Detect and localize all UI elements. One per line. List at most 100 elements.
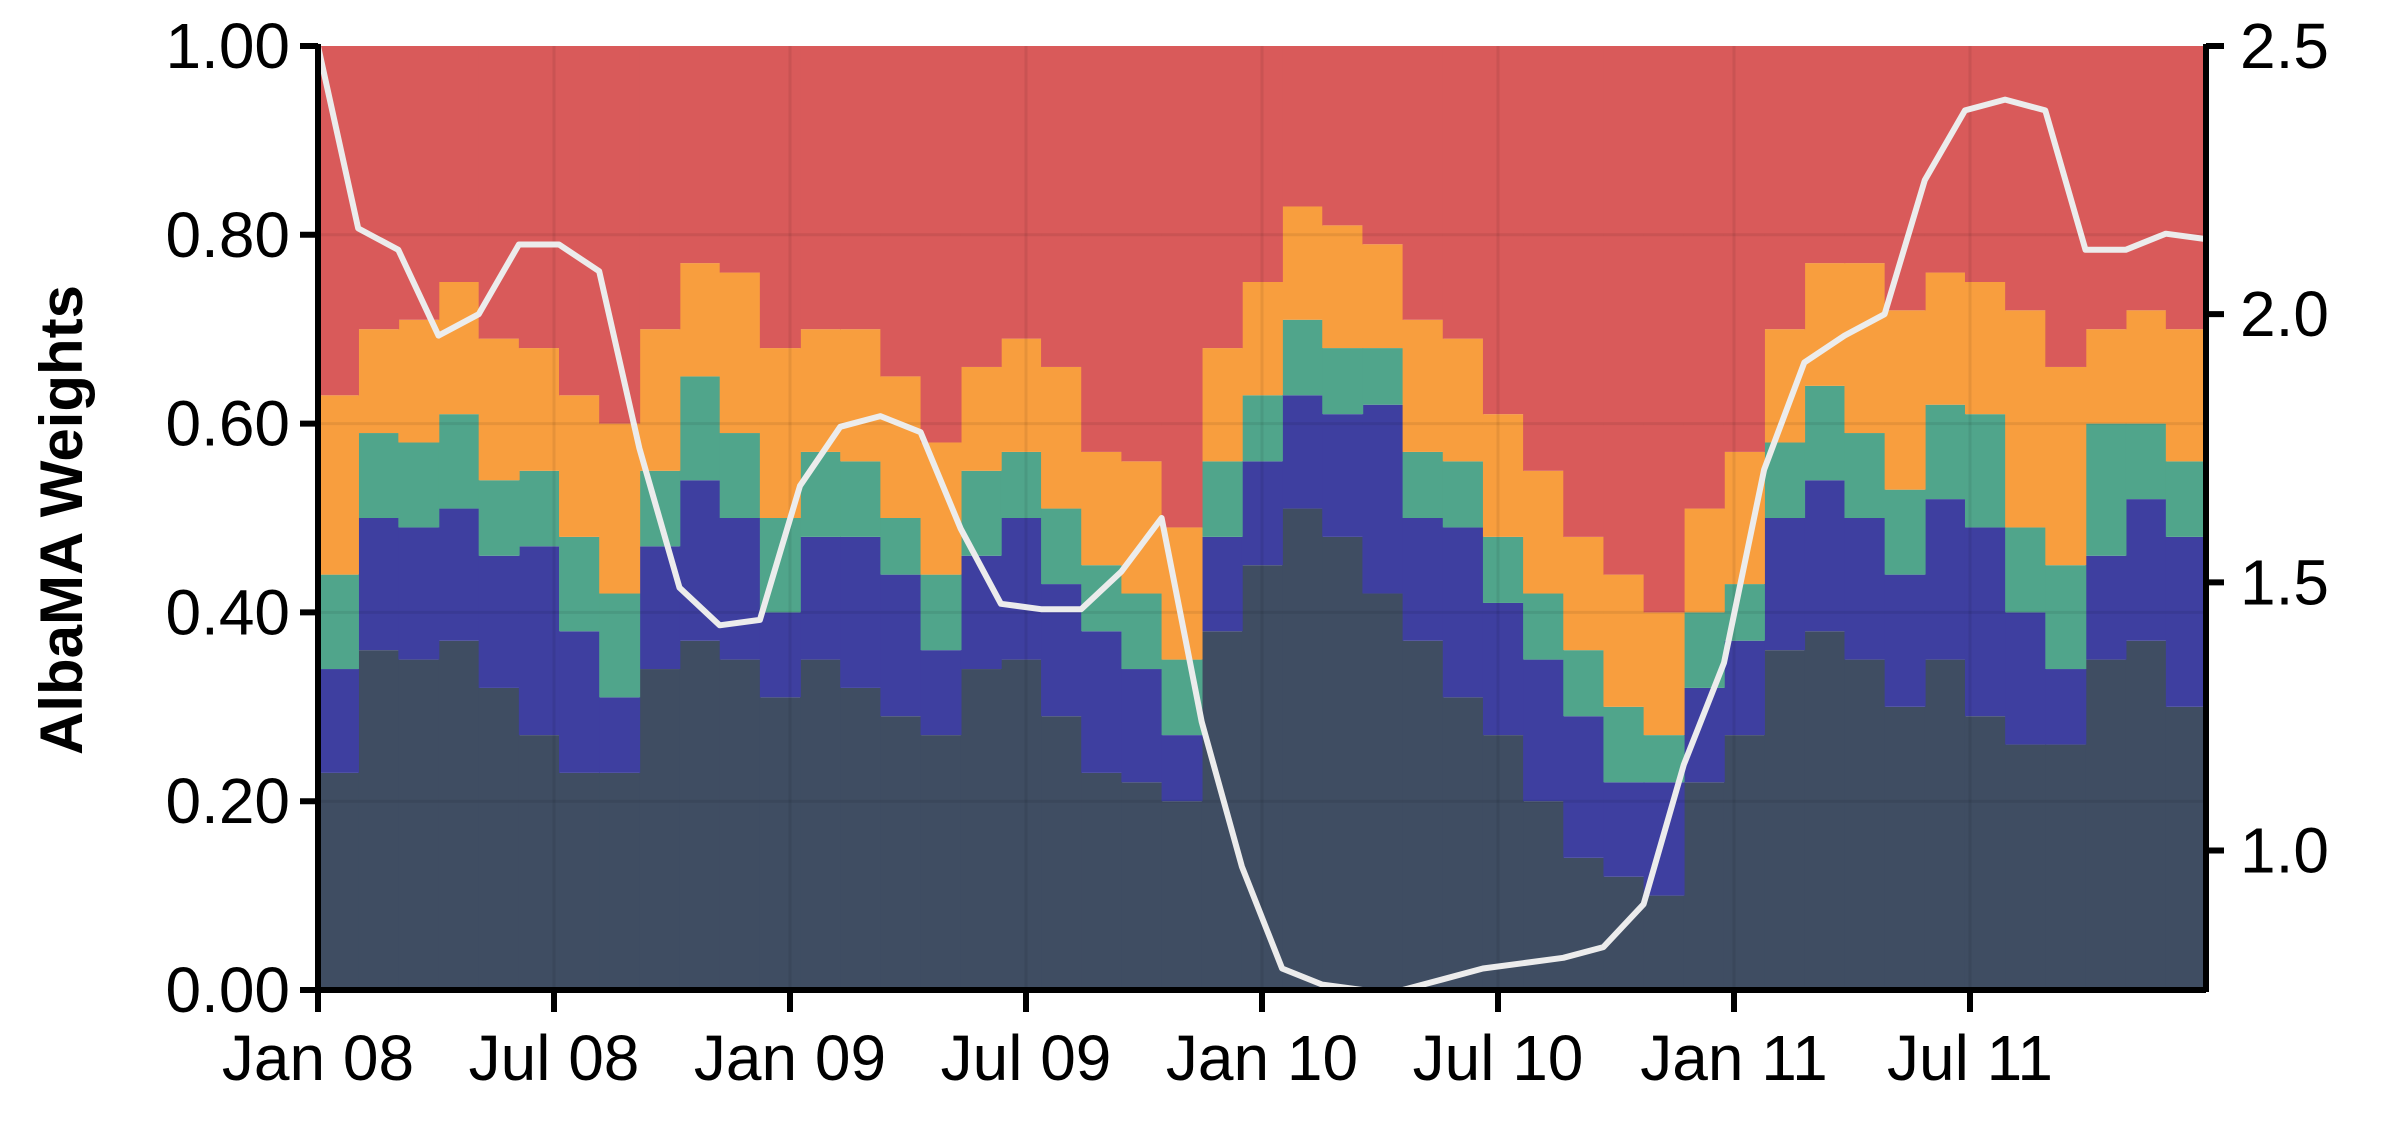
area-bar (1121, 669, 1163, 783)
area-bar (880, 716, 922, 990)
area-bar (800, 451, 842, 537)
area-bar (1563, 716, 1605, 858)
area-bar (1844, 433, 1886, 518)
area-bar (1643, 46, 1685, 613)
area-bar (1161, 801, 1203, 990)
area-bar (1442, 461, 1484, 528)
area-bar (1563, 650, 1605, 717)
area-bar (478, 555, 520, 688)
area-bar (1402, 451, 1444, 518)
area-bar (599, 423, 641, 594)
area-bar (960, 669, 1002, 990)
area-bar (1121, 46, 1163, 462)
area-bar (880, 574, 922, 717)
area-bar (1041, 716, 1083, 990)
area-bar (1081, 451, 1123, 566)
area-bar (1683, 508, 1725, 613)
area-bar (719, 659, 761, 990)
plot-area (318, 46, 2207, 990)
area-bar (1482, 536, 1524, 603)
y2-tick-label: 1.0 (2240, 815, 2329, 887)
area-bar (1523, 593, 1565, 660)
area-bar (1563, 536, 1605, 651)
area-bar (1041, 508, 1083, 585)
area-bar (840, 329, 882, 462)
area-bar (1201, 536, 1243, 632)
area-bar (1804, 46, 1846, 264)
x-tick-label: Jul 10 (1413, 1022, 1584, 1094)
area-bar (1322, 536, 1364, 990)
area-bar (1764, 46, 1806, 330)
area-bar (1000, 451, 1042, 518)
area-bar (679, 376, 721, 481)
area-bar (920, 574, 962, 651)
area-bar (398, 442, 440, 528)
area-bar (920, 735, 962, 990)
series-line (315, 43, 2209, 993)
area-bar (1482, 602, 1524, 736)
area-bar (1643, 612, 1685, 736)
area-bar (920, 650, 962, 736)
area-bar (840, 461, 882, 537)
area-bar (358, 433, 400, 518)
area-bar (1884, 46, 1926, 311)
y-tick-label: 0.20 (165, 765, 290, 837)
area-bar (1884, 706, 1926, 990)
y-tick-label: 0.00 (165, 954, 290, 1026)
area-bar (2085, 659, 2127, 990)
area-bar (559, 772, 600, 990)
area-bar (880, 518, 922, 575)
area-bar (2085, 46, 2127, 330)
area-bar (1643, 735, 1685, 783)
area-bar (599, 593, 641, 698)
area-bar (679, 640, 721, 990)
area-bar (1844, 518, 1886, 660)
area-bar (1804, 385, 1846, 481)
area-bar (1683, 782, 1725, 990)
area-bar (478, 687, 520, 990)
area-bar (559, 395, 600, 537)
area-bar (2045, 744, 2087, 990)
area-bar (2005, 744, 2047, 990)
area-bar (1964, 414, 2006, 528)
area-bar (1282, 319, 1324, 396)
area-bar (800, 46, 842, 330)
series-4 (318, 206, 2207, 736)
area-bar (2165, 461, 2207, 537)
area-bar (2125, 46, 2167, 311)
area-bar (1523, 470, 1565, 594)
area-bar (639, 46, 681, 330)
area-bar (2165, 46, 2207, 330)
area-bar (518, 735, 560, 990)
area-bar (518, 546, 560, 736)
area-bar (1402, 46, 1444, 320)
area-bar (880, 46, 922, 377)
area-bar (1000, 46, 1042, 339)
area-bar (1884, 489, 1926, 575)
area-bar (1201, 461, 1243, 537)
area-bar (1081, 772, 1123, 990)
area-bar (1764, 329, 1806, 443)
area-bar (1362, 404, 1404, 594)
area-bar (1924, 659, 1966, 990)
area-bar (719, 272, 761, 434)
area-bar (1322, 414, 1364, 537)
area-bar (960, 46, 1002, 367)
area-bar (1442, 46, 1484, 339)
x-tick-label: Jan 08 (222, 1022, 414, 1094)
area-bar (1683, 46, 1725, 509)
area-bar (2005, 612, 2047, 745)
area-bar (1282, 395, 1324, 509)
area-bar (1442, 697, 1484, 990)
area-bar (1723, 735, 1765, 990)
area-bar (438, 46, 480, 282)
y-tick-label: 0.40 (165, 576, 290, 648)
area-bar (1402, 319, 1444, 452)
area-bar (1161, 46, 1203, 528)
area-bar (559, 631, 600, 773)
area-bar (318, 46, 359, 396)
area-bar (358, 518, 400, 651)
area-bar (1041, 366, 1083, 509)
x-tick-label: Jan 09 (694, 1022, 886, 1094)
